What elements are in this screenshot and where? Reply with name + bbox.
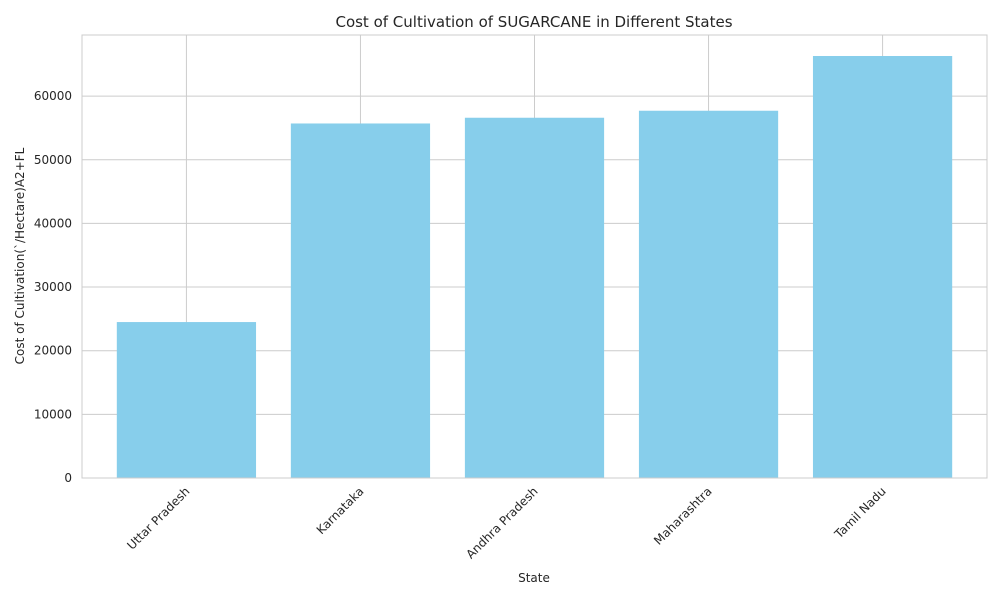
x-tick-label: Tamil Nadu — [831, 484, 889, 542]
x-tick-label: Karnataka — [314, 484, 367, 537]
x-axis-ticks: Uttar Pradesh Karnataka Andhra Pradesh Maha… — [124, 484, 888, 561]
y-tick-label: 20000 — [34, 344, 72, 358]
y-tick-label: 60000 — [34, 89, 72, 103]
chart-title: Cost of Cultivation of SUGARCANE in Diff… — [335, 13, 732, 31]
bar — [464, 117, 605, 478]
bar — [116, 322, 257, 478]
y-axis-ticks: 0 10000 20000 30000 40000 50000 60000 — [34, 89, 72, 485]
plot-frame — [81, 34, 988, 479]
bar — [638, 110, 779, 479]
x-axis-label: State — [518, 571, 550, 585]
y-tick-label: 40000 — [34, 216, 72, 230]
y-tick-label: 30000 — [34, 280, 72, 294]
x-tick-label: Andhra Pradesh — [463, 484, 540, 561]
y-axis-label: Cost of Cultivation(`/Hectare)A2+FL — [13, 147, 27, 364]
bar — [290, 123, 431, 478]
bars — [116, 56, 953, 479]
y-tick-label: 50000 — [34, 153, 72, 167]
x-tick-label: Maharashtra — [651, 484, 715, 548]
y-tick-label: 0 — [64, 471, 72, 485]
y-tick-label: 10000 — [34, 407, 72, 421]
x-tick-label: Uttar Pradesh — [124, 484, 192, 552]
bar — [812, 56, 953, 479]
